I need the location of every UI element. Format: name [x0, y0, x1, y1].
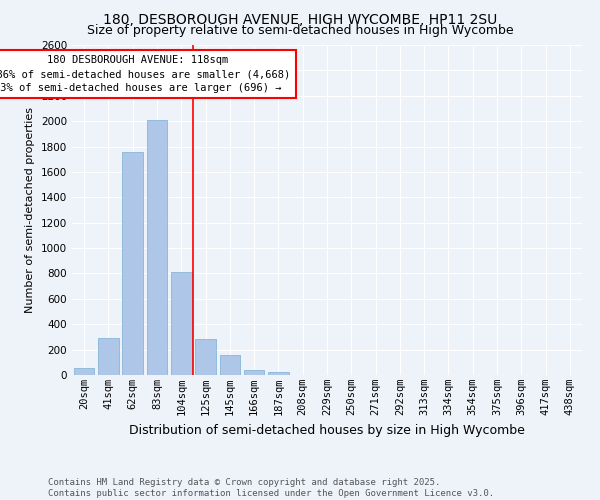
Text: 180, DESBOROUGH AVENUE, HIGH WYCOMBE, HP11 2SU: 180, DESBOROUGH AVENUE, HIGH WYCOMBE, HP… — [103, 12, 497, 26]
Bar — [122, 152, 143, 375]
Bar — [195, 339, 216, 375]
Bar — [244, 370, 265, 375]
Bar — [171, 272, 191, 375]
Bar — [74, 368, 94, 375]
Text: Size of property relative to semi-detached houses in High Wycombe: Size of property relative to semi-detach… — [86, 24, 514, 37]
Text: 180 DESBOROUGH AVENUE: 118sqm
← 86% of semi-detached houses are smaller (4,668)
: 180 DESBOROUGH AVENUE: 118sqm ← 86% of s… — [0, 55, 290, 93]
Bar — [98, 338, 119, 375]
Bar — [220, 354, 240, 375]
X-axis label: Distribution of semi-detached houses by size in High Wycombe: Distribution of semi-detached houses by … — [129, 424, 525, 436]
Bar — [146, 120, 167, 375]
Bar — [268, 372, 289, 375]
Y-axis label: Number of semi-detached properties: Number of semi-detached properties — [25, 107, 35, 313]
Text: Contains HM Land Registry data © Crown copyright and database right 2025.
Contai: Contains HM Land Registry data © Crown c… — [48, 478, 494, 498]
